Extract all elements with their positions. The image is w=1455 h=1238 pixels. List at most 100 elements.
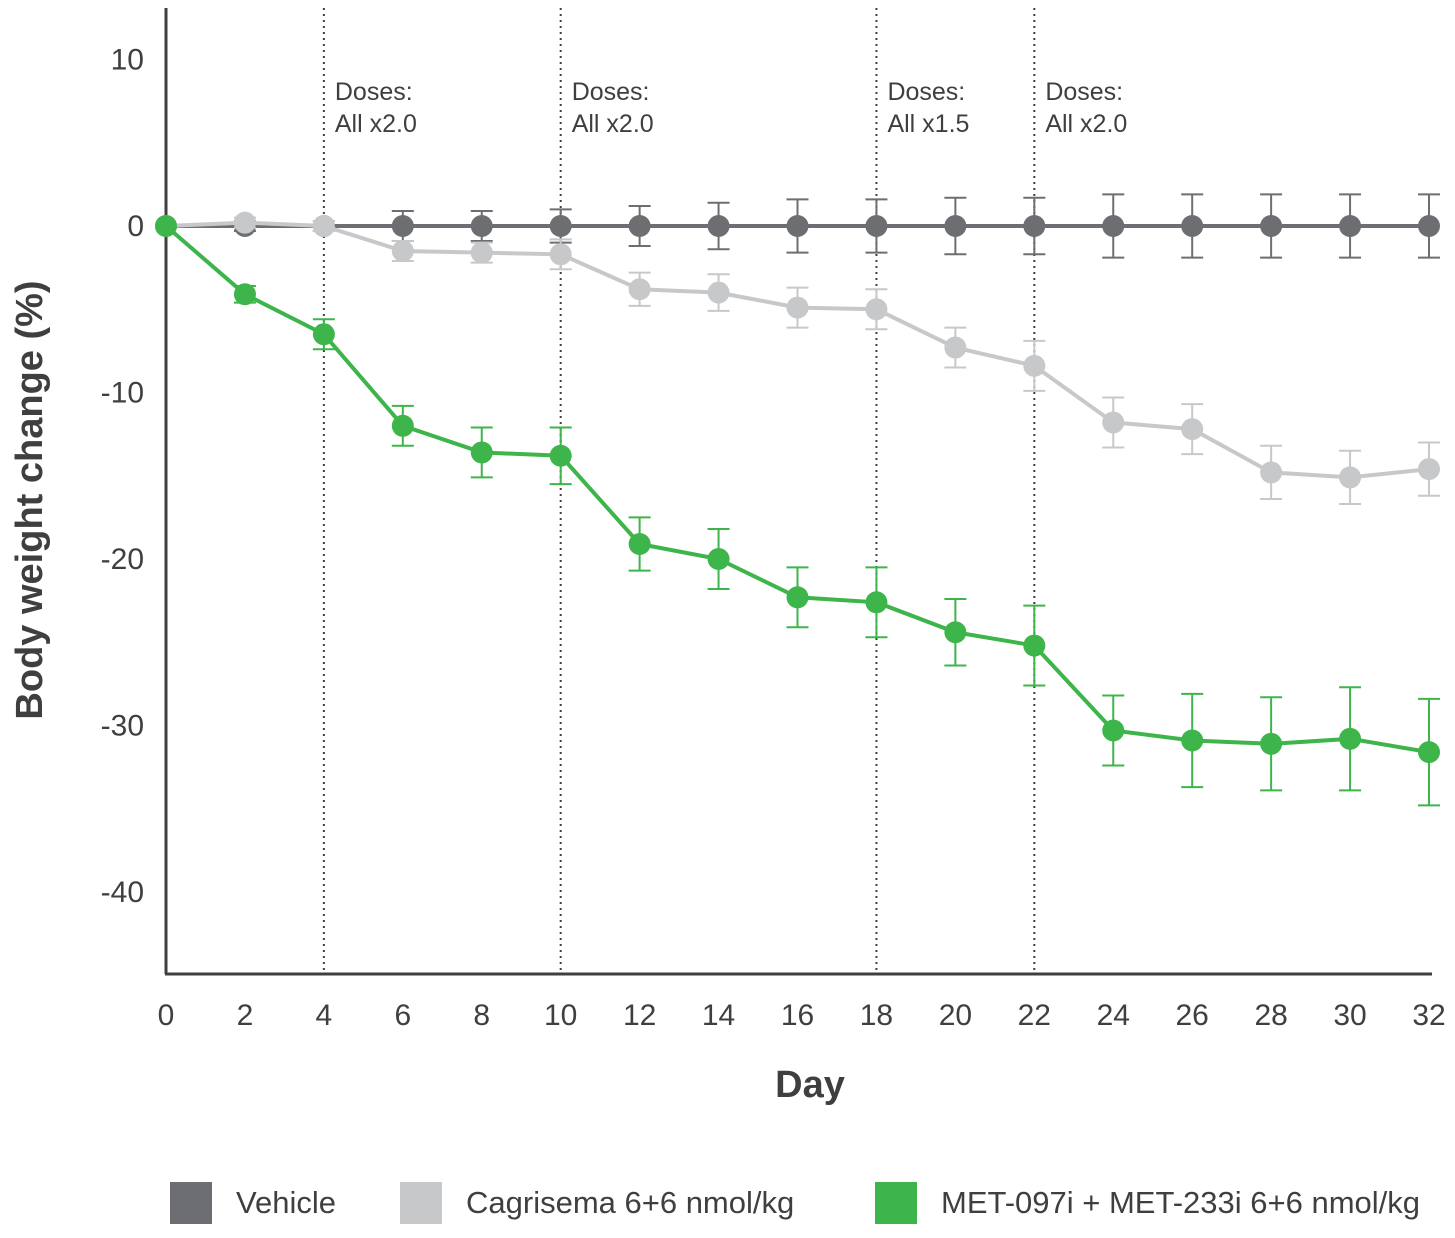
data-point (1102, 411, 1125, 434)
legend-label-cagrisema: Cagrisema 6+6 nmol/kg (466, 1185, 795, 1220)
data-point (786, 296, 809, 319)
legend-swatch-met (875, 1182, 917, 1224)
dose-annotation-label: Doses: (572, 78, 650, 106)
dose-annotation-label: Doses: (335, 78, 413, 106)
data-point (155, 215, 177, 237)
data-point (628, 215, 651, 237)
data-point (1418, 741, 1440, 764)
legend-swatch-vehicle (170, 1182, 212, 1224)
y-tick-label: -10 (101, 377, 144, 410)
data-point (865, 215, 888, 237)
axes (164, 8, 1432, 976)
data-point (786, 215, 809, 237)
data-point (233, 211, 256, 234)
x-tick-label: 22 (1018, 999, 1051, 1032)
data-point (707, 548, 730, 570)
dose-annotations: Doses: All x2.0 Doses: All x2.0 Doses: All x1… (322, 8, 1127, 974)
y-tick-label: 10 (111, 44, 144, 77)
data-point (707, 215, 730, 237)
x-tick-label: 4 (316, 999, 333, 1032)
data-point (1418, 458, 1440, 481)
x-tick-label: 10 (544, 999, 577, 1032)
x-tick-label: 14 (702, 999, 735, 1032)
x-axis-title: Day (775, 1064, 845, 1106)
dose-annotation-value: All x1.5 (887, 110, 969, 138)
data-point (786, 586, 809, 609)
x-tick-label: 32 (1412, 999, 1445, 1032)
data-point (391, 215, 414, 237)
series-1 (155, 193, 1440, 259)
x-tick-label: 30 (1333, 999, 1366, 1032)
data-point (1181, 215, 1204, 237)
data-point (1260, 461, 1283, 484)
data-point (944, 336, 967, 359)
x-tick-labels: 0 2 4 6 8 10 12 14 16 18 20 22 24 26 28 30 32 (158, 999, 1446, 1032)
legend-label-met: MET-097i + MET-233i 6+6 nmol/kg (941, 1185, 1421, 1220)
data-point (391, 239, 414, 262)
x-tick-label: 12 (623, 999, 656, 1032)
x-tick-label: 2 (237, 999, 254, 1032)
data-point (628, 278, 651, 301)
y-tick-label: -40 (101, 876, 144, 909)
data-point (1023, 634, 1046, 657)
series-2 (155, 211, 1440, 506)
data-point (944, 621, 967, 644)
data-point (1023, 215, 1046, 237)
y-tick-label: 0 (127, 210, 144, 243)
data-point (944, 215, 967, 237)
data-point (1339, 727, 1362, 750)
data-point (391, 414, 414, 437)
y-axis-title: Body weight change (%) (9, 280, 51, 719)
series-3 (155, 215, 1440, 807)
data-point (865, 298, 888, 321)
data-point (549, 444, 572, 467)
series-line (165, 220, 1430, 480)
data-point (865, 591, 888, 614)
y-tick-label: -30 (101, 710, 144, 743)
x-tick-label: 0 (158, 999, 175, 1032)
data-point (312, 215, 335, 237)
x-tick-label: 8 (473, 999, 490, 1032)
data-point (233, 283, 256, 306)
legend-item-met: MET-097i + MET-233i 6+6 nmol/kg (875, 1180, 1420, 1226)
legend-label-vehicle: Vehicle (236, 1185, 336, 1220)
data-point (1260, 732, 1283, 755)
data-series (155, 193, 1440, 807)
data-point (1418, 215, 1440, 237)
data-point (549, 243, 572, 266)
data-point (1339, 215, 1362, 237)
legend: Vehicle Cagrisema 6+6 nmol/kg MET-097i +… (0, 1180, 1455, 1230)
dose-annotation-label: Doses: (1045, 78, 1123, 106)
legend-item-cagrisema: Cagrisema 6+6 nmol/kg (400, 1180, 794, 1226)
data-point (312, 323, 335, 346)
data-point (1181, 418, 1204, 441)
data-point (549, 215, 572, 237)
data-point (470, 215, 493, 237)
x-tick-label: 24 (1097, 999, 1130, 1032)
data-point (470, 441, 493, 464)
x-tick-label: 6 (394, 999, 411, 1032)
legend-item-vehicle: Vehicle (170, 1180, 336, 1226)
data-point (1181, 729, 1204, 752)
dose-annotation-value: All x2.0 (335, 110, 417, 138)
dose-annotation-label: Doses: (887, 78, 965, 106)
dose-annotation-value: All x2.0 (1045, 110, 1127, 138)
data-point (1339, 466, 1362, 489)
data-point (1023, 354, 1046, 377)
data-point (1102, 719, 1125, 742)
dose-annotation-value: All x2.0 (572, 110, 654, 138)
x-tick-label: 16 (781, 999, 814, 1032)
data-point (707, 281, 730, 304)
data-point (1260, 215, 1283, 237)
y-tick-labels: 10 0 -10 -20 -30 -40 (101, 44, 144, 910)
legend-swatch-cagrisema (400, 1182, 442, 1224)
x-tick-label: 18 (860, 999, 893, 1032)
data-point (1102, 215, 1125, 237)
x-tick-label: 26 (1176, 999, 1209, 1032)
data-point (470, 241, 493, 264)
y-tick-label: -20 (101, 543, 144, 576)
x-tick-label: 20 (939, 999, 972, 1032)
data-point (628, 533, 651, 556)
body-weight-chart: Doses: All x2.0 Doses: All x2.0 Doses: All x1… (9, 8, 1446, 1106)
x-tick-label: 28 (1254, 999, 1287, 1032)
